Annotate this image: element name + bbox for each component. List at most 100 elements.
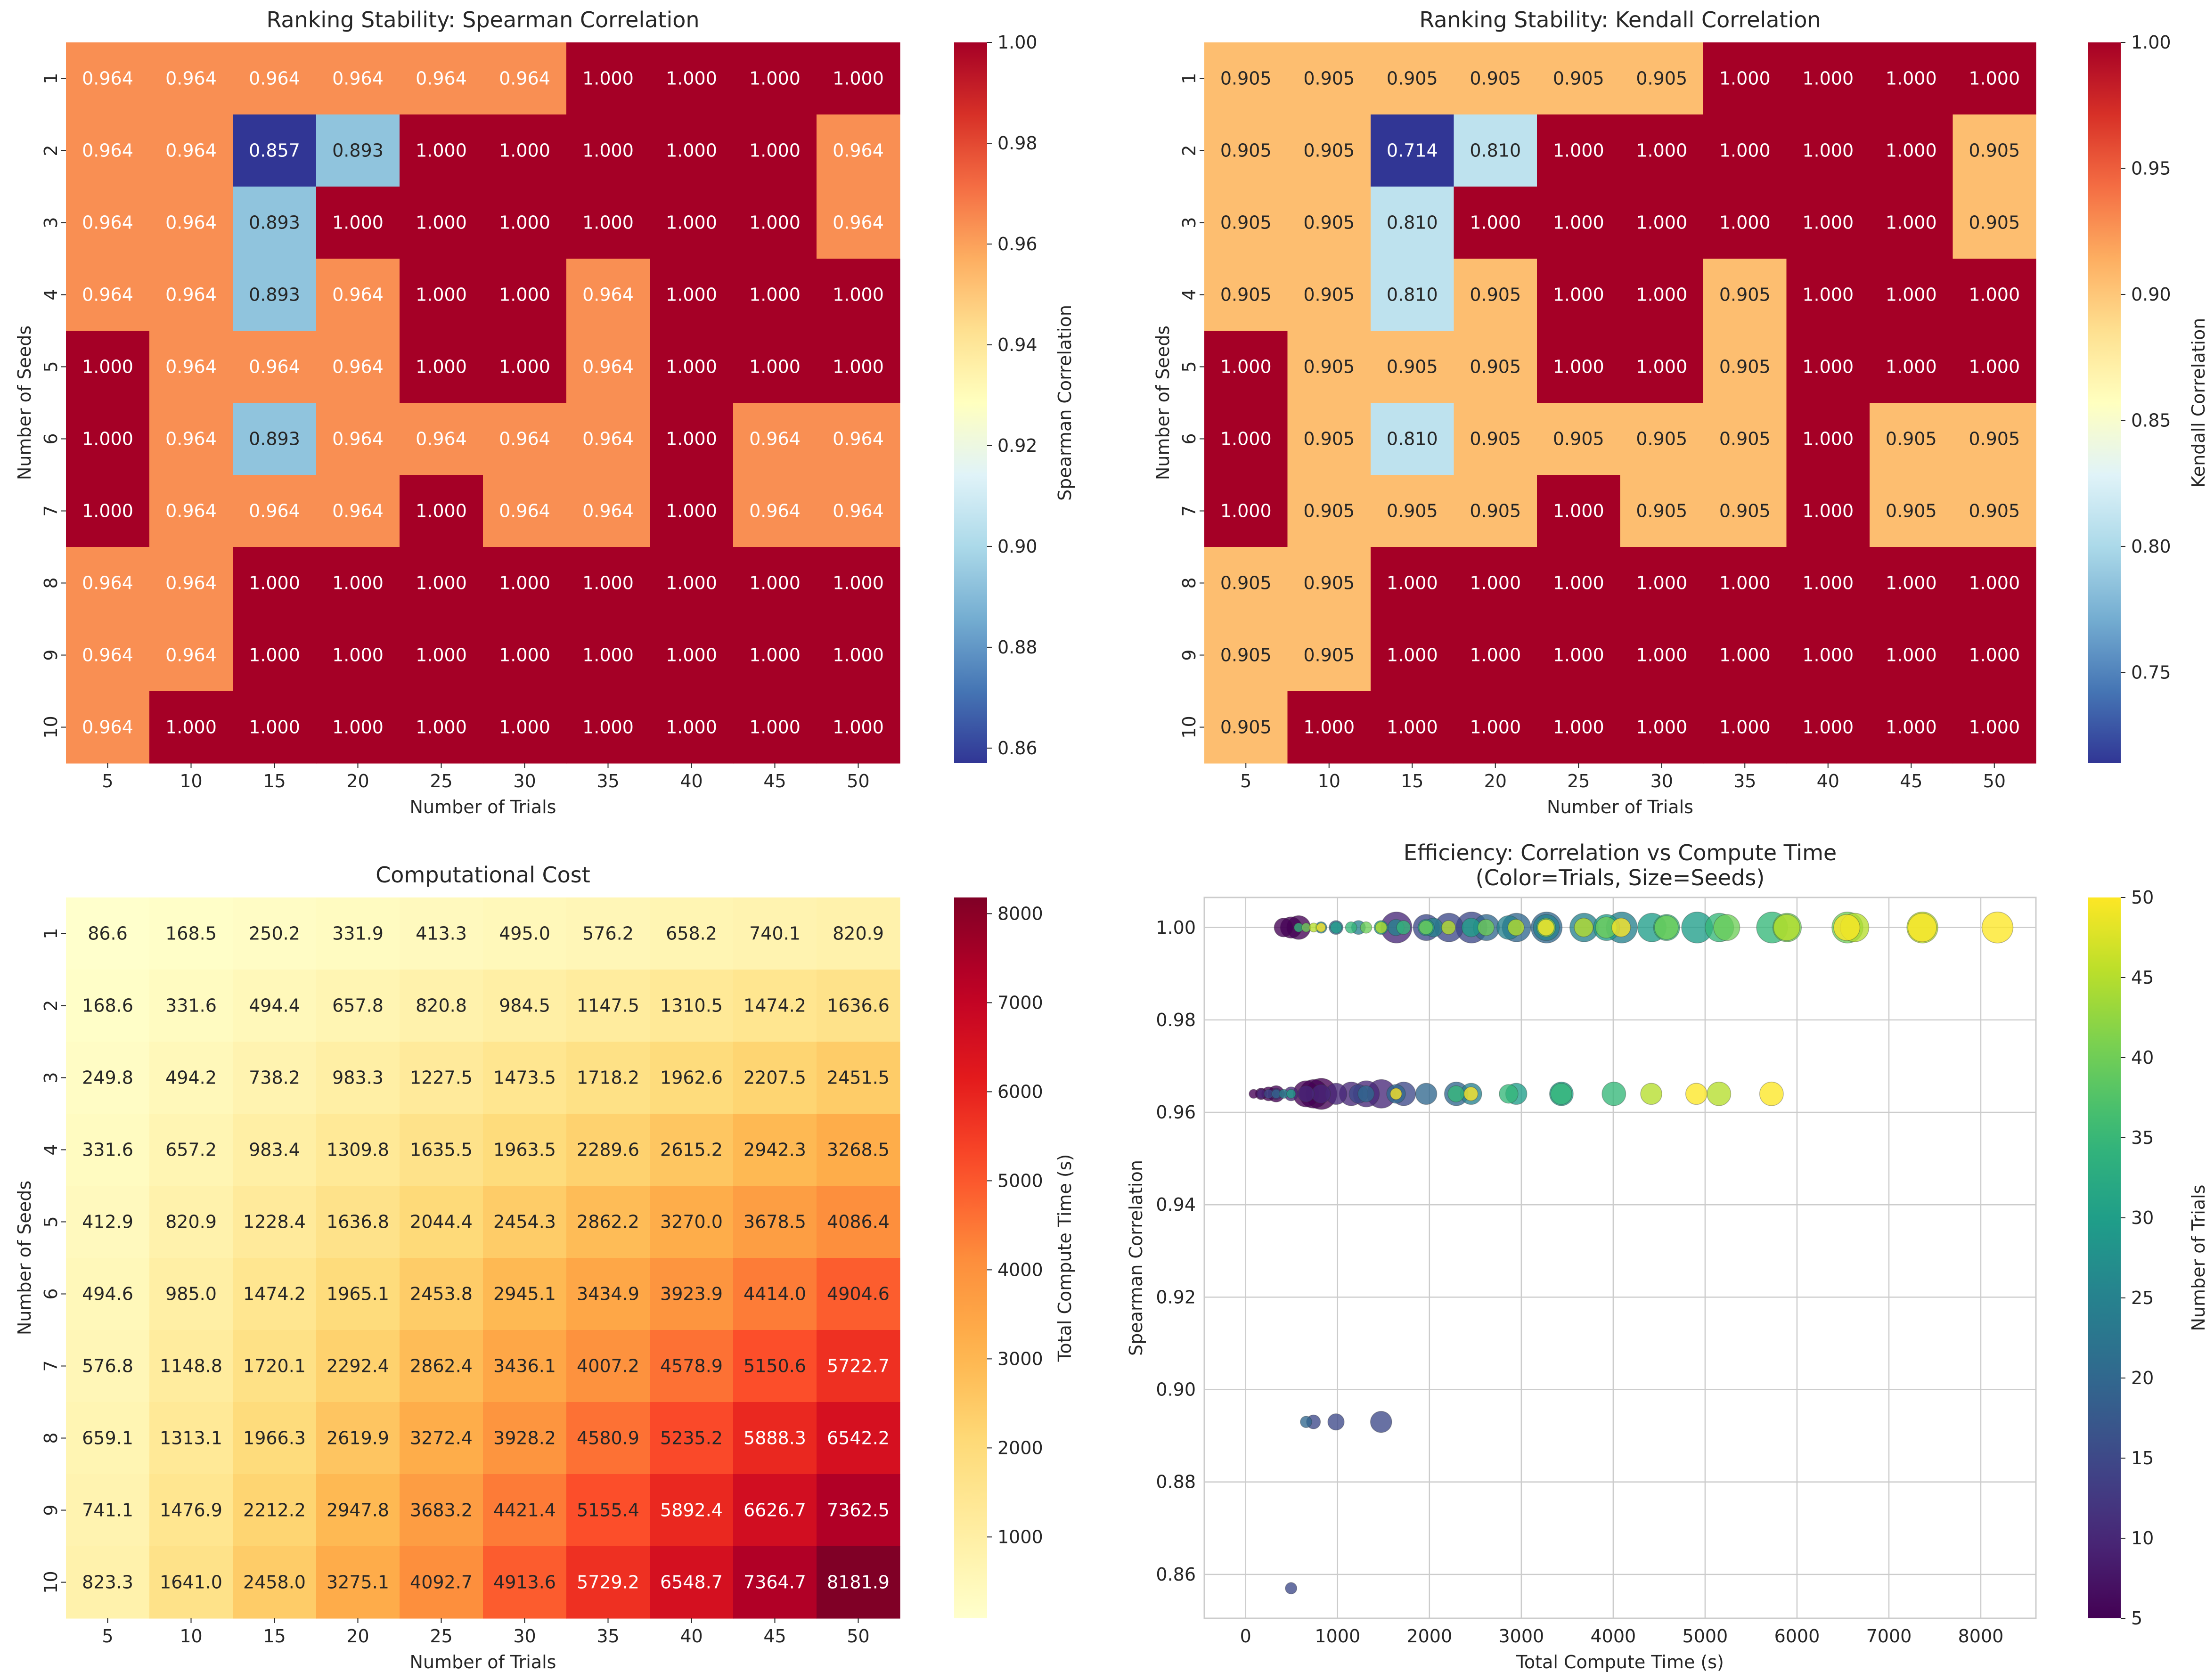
kendall-cell — [1786, 259, 1870, 331]
scatter-y-tick-label: 0.94 — [1156, 1194, 1196, 1215]
spearman-x-tick-label: 50 — [847, 771, 869, 791]
kendall-cell-label: 1.000 — [1719, 68, 1771, 89]
cost-cell-label: 495.0 — [499, 923, 550, 944]
spearman-colorbar-tick-label: 0.96 — [997, 234, 1038, 254]
scatter-point — [1833, 914, 1861, 941]
cost-cell-label: 1966.3 — [243, 1428, 306, 1449]
cost-y-tick-label: 7 — [41, 1360, 61, 1371]
kendall-cell — [1287, 114, 1371, 187]
spearman-cell-label: 1.000 — [332, 717, 384, 738]
cost-cell — [566, 1258, 650, 1330]
spearman-colorbar-tick-label: 0.90 — [997, 536, 1038, 557]
kendall-cell — [1454, 547, 1537, 620]
kendall-cell-label: 1.000 — [1636, 212, 1687, 233]
spearman-cell-label: 0.964 — [82, 573, 133, 594]
cost-cell — [233, 970, 317, 1042]
spearman-cell-label: 1.000 — [499, 717, 550, 738]
scatter-y-tick-label: 1.00 — [1156, 917, 1196, 938]
kendall-cell — [1204, 403, 1288, 475]
cost-x-tick-label: 40 — [680, 1626, 703, 1647]
cost-cell — [733, 1186, 817, 1258]
cost-cell-label: 657.2 — [165, 1140, 217, 1160]
kendall-cell-label: 1.000 — [1802, 501, 1854, 522]
spearman-cell-label: 1.000 — [833, 573, 884, 594]
kendall-x-tick-label: 20 — [1484, 771, 1507, 791]
kendall-cell — [1371, 691, 1454, 764]
kendall-cell-label: 0.905 — [1969, 140, 2020, 161]
spearman-cell-label: 1.000 — [749, 717, 801, 738]
cost-cell-label: 1718.2 — [577, 1068, 639, 1088]
spearman-cell — [733, 475, 817, 547]
kendall-cell — [1703, 114, 1787, 187]
spearman-cell — [566, 619, 650, 692]
spearman-cell — [233, 259, 317, 331]
scatter-point — [1316, 922, 1326, 933]
kendall-cell — [1786, 691, 1870, 764]
cost-cell — [817, 970, 900, 1042]
spearman-cell — [66, 114, 150, 187]
kendall-y-tick-label: 9 — [1179, 649, 1200, 661]
cost-cell — [566, 1330, 650, 1403]
kendall-cell-label: 1.000 — [1636, 717, 1687, 738]
scatter-point — [1447, 1085, 1465, 1102]
scatter-point — [1707, 1081, 1732, 1106]
spearman-x-tick-label: 35 — [596, 771, 619, 791]
spearman-cell-label: 1.000 — [499, 645, 550, 666]
cost-cell-label: 1148.8 — [160, 1356, 222, 1377]
cost-cell — [149, 1546, 233, 1619]
cost-colorbar — [954, 897, 987, 1618]
cost-cell-label: 5722.7 — [827, 1356, 890, 1377]
cost-cell — [316, 897, 400, 970]
cost-cell-label: 2451.5 — [827, 1068, 890, 1088]
kendall-cell — [1703, 475, 1787, 547]
spearman-cell — [817, 403, 900, 475]
spearman-cell-label: 0.964 — [165, 68, 217, 89]
spearman-cell-label: 0.964 — [249, 501, 300, 522]
spearman-cell-label: 1.000 — [833, 357, 884, 377]
cost-cell-label: 494.2 — [165, 1068, 217, 1088]
kendall-cell-label: 1.000 — [1719, 212, 1771, 233]
cost-cell — [233, 1042, 317, 1114]
cost-cell — [400, 897, 483, 970]
cost-cell-label: 657.8 — [332, 995, 384, 1016]
cost-cell-label: 2289.6 — [577, 1140, 639, 1160]
kendall-cell-label: 0.905 — [1969, 212, 2020, 233]
cost-cell-label: 6626.7 — [744, 1500, 806, 1521]
kendall-cell — [1287, 259, 1371, 331]
spearman-colorbar-tick-label: 0.86 — [997, 738, 1038, 758]
cost-cell — [66, 1258, 150, 1330]
cost-cell — [650, 897, 734, 970]
spearman-cell — [400, 42, 483, 115]
spearman-cell-label: 1.000 — [82, 501, 133, 522]
kendall-cell-label: 0.714 — [1387, 140, 1438, 161]
cost-cell-label: 2615.2 — [660, 1140, 723, 1160]
kendall-cell-label: 1.000 — [1802, 285, 1854, 305]
kendall-cell — [1204, 691, 1288, 764]
kendall-cell-label: 1.000 — [1636, 573, 1687, 594]
kendall-cell — [1620, 259, 1704, 331]
cost-x-tick-label: 5 — [102, 1626, 113, 1647]
spearman-cell-label: 1.000 — [666, 285, 717, 305]
kendall-cell-label: 1.000 — [1719, 717, 1771, 738]
spearman-cell — [566, 42, 650, 115]
kendall-cell-label: 0.905 — [1303, 429, 1355, 449]
kendall-cell — [1870, 475, 1953, 547]
kendall-x-tick-label: 50 — [1983, 771, 2006, 791]
spearman-y-tick-label: 5 — [41, 361, 61, 372]
kendall-cell-label: 0.905 — [1719, 285, 1771, 305]
cost-cell-label: 1474.2 — [744, 995, 806, 1016]
kendall-cell — [1703, 42, 1787, 115]
spearman-cell — [400, 403, 483, 475]
cost-cell-label: 1474.2 — [243, 1284, 306, 1305]
scatter-colorbar-label: Number of Trials — [2188, 1185, 2206, 1331]
cost-cell — [233, 897, 317, 970]
spearman-cell — [483, 547, 567, 620]
spearman-cell-label: 0.964 — [249, 68, 300, 89]
spearman-cell-label: 1.000 — [833, 717, 884, 738]
kendall-cell-label: 1.000 — [1553, 212, 1604, 233]
spearman-colorbar-tick-label: 1.00 — [997, 32, 1038, 53]
cost-cell — [316, 1186, 400, 1258]
kendall-cell-label: 0.905 — [1636, 429, 1687, 449]
kendall-cell-label: 1.000 — [1719, 573, 1771, 594]
spearman-cell-label: 1.000 — [666, 357, 717, 377]
